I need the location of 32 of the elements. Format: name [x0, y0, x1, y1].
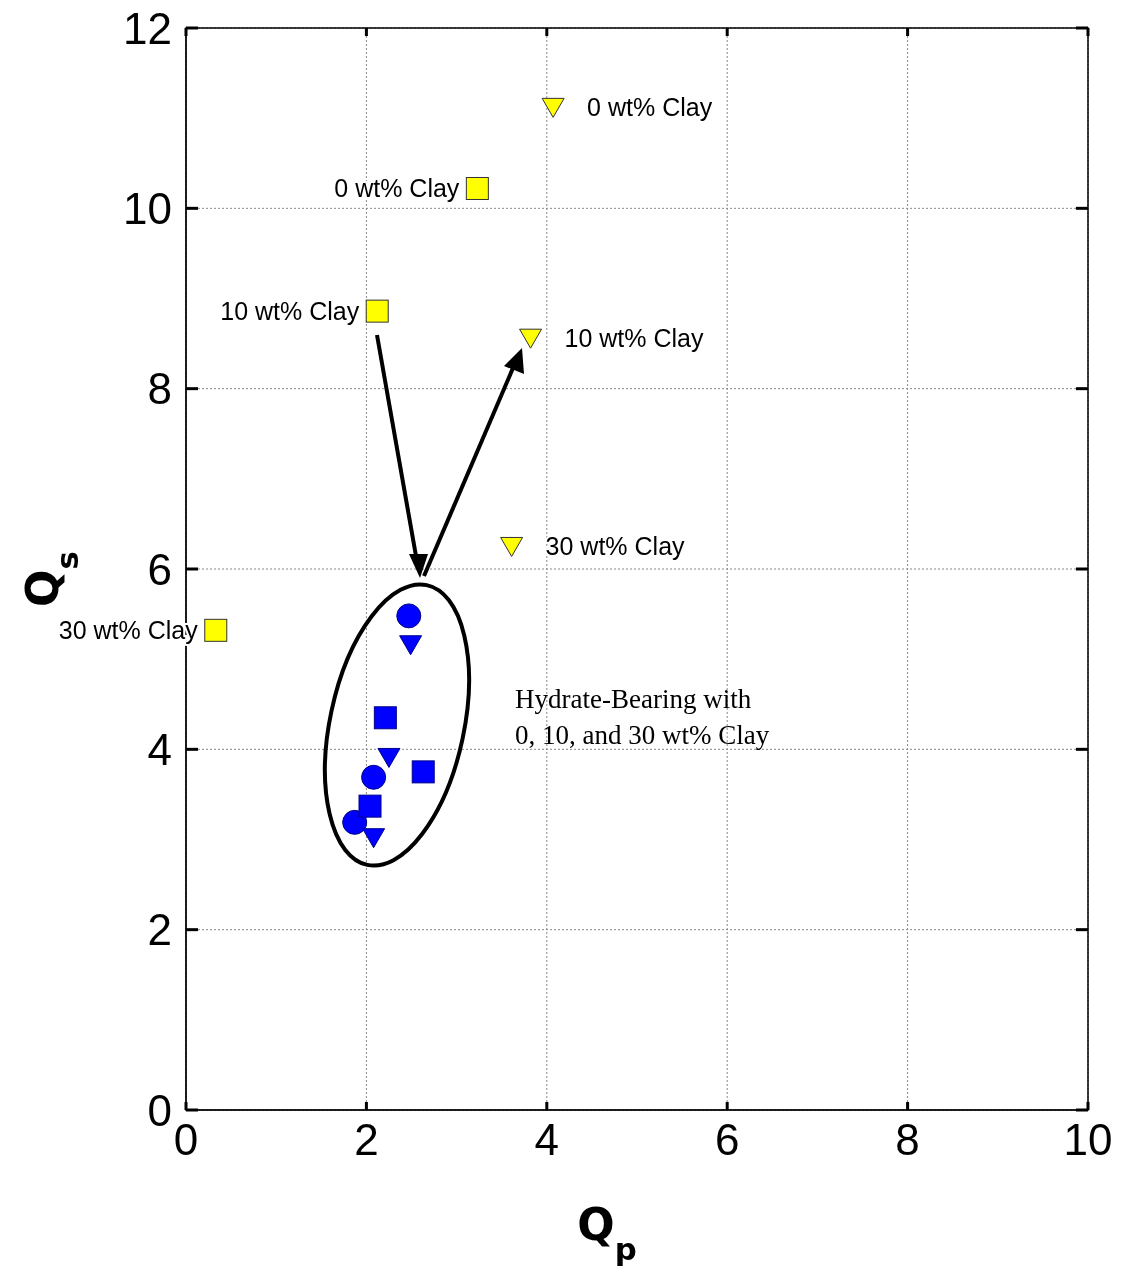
y-tick-label: 8	[147, 364, 172, 414]
point	[396, 603, 422, 629]
annotation: 0 wt% Clay	[334, 174, 460, 203]
point	[358, 794, 382, 818]
x-tick-label: 8	[895, 1115, 920, 1165]
x-tick-label: 4	[534, 1115, 560, 1165]
y-tick-label: 4	[147, 724, 172, 774]
point	[362, 828, 386, 849]
x-tick-label: 2	[354, 1115, 379, 1165]
point	[500, 536, 524, 557]
y-tick-label: 6	[147, 544, 172, 594]
point	[361, 764, 387, 790]
x-tick-label: 10	[1063, 1115, 1113, 1165]
point	[465, 177, 489, 200]
point	[204, 618, 228, 642]
annotation: 10 wt% Clay	[220, 297, 360, 326]
annotation: 0 wt% Clay	[587, 93, 713, 122]
y-tick-label: 12	[123, 3, 172, 53]
point	[519, 328, 543, 349]
x-tick-label: 6	[714, 1115, 740, 1165]
annotation: 10 wt% Clay	[564, 324, 704, 353]
x-axis-title: Q$_{p}$	[577, 1199, 637, 1267]
annotation: Hydrate-Bearing with 0, 10, and 30 wt% Clay	[515, 684, 770, 750]
y-tick-label: 2	[147, 905, 172, 955]
point	[377, 747, 401, 768]
point	[411, 760, 435, 784]
point	[373, 706, 397, 730]
y-tick-label: 10	[123, 183, 172, 233]
point	[365, 299, 389, 323]
annotation: 30 wt% Clay	[545, 532, 686, 561]
point	[399, 635, 423, 656]
point	[541, 97, 565, 118]
